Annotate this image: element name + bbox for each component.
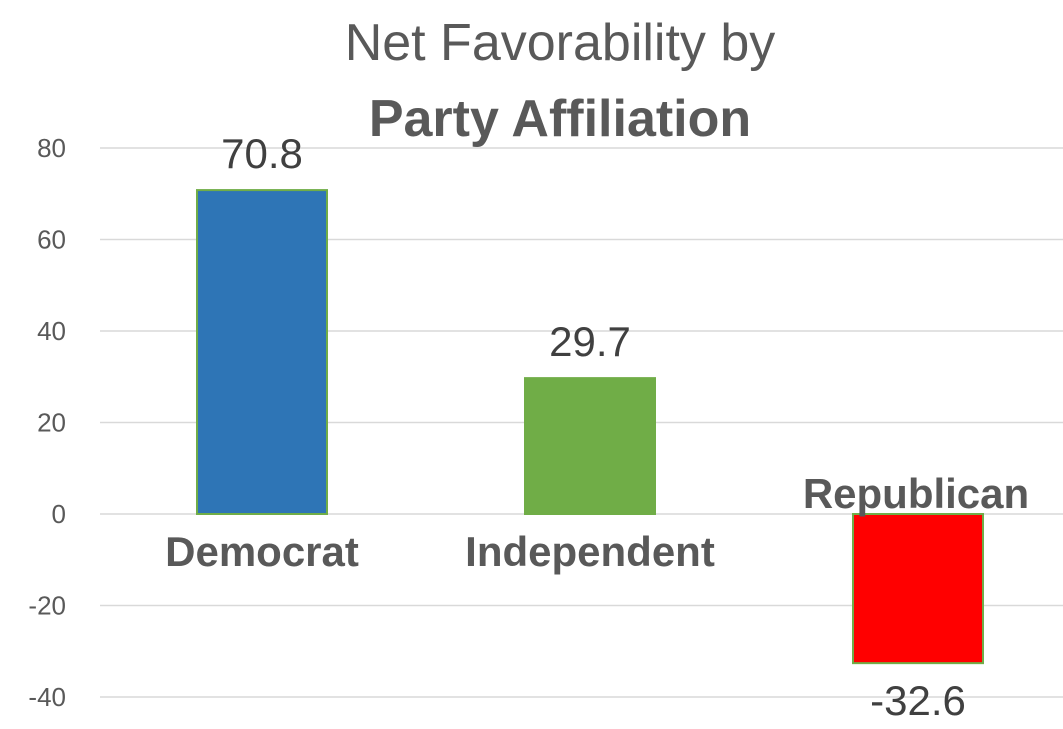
y-axis-ticks: 80 60 40 20 0 -20 -40 xyxy=(28,133,66,712)
y-tick-label: 80 xyxy=(37,133,66,163)
category-label-independent: Independent xyxy=(465,528,715,575)
data-label-republican: -32.6 xyxy=(870,677,966,724)
y-tick-label: -20 xyxy=(28,591,66,621)
y-tick-label: -40 xyxy=(28,682,66,712)
data-label-democrat: 70.8 xyxy=(221,130,303,177)
bar-republican xyxy=(852,513,984,665)
bar-democrat xyxy=(196,189,328,515)
category-label-republican: Republican xyxy=(803,470,1029,517)
chart-title-line2: Party Affiliation xyxy=(369,90,751,148)
bar-independent xyxy=(524,377,656,515)
chart-title-line1: Net Favorability by xyxy=(345,14,776,72)
category-labels: Democrat Independent Republican xyxy=(165,470,1029,575)
y-tick-label: 40 xyxy=(37,316,66,346)
y-tick-label: 60 xyxy=(37,225,66,255)
y-tick-label: 0 xyxy=(52,499,66,529)
category-label-democrat: Democrat xyxy=(165,528,359,575)
data-labels: 70.8 29.7 -32.6 xyxy=(221,130,966,724)
data-label-independent: 29.7 xyxy=(549,318,631,365)
bars xyxy=(196,189,984,665)
y-tick-label: 20 xyxy=(37,408,66,438)
